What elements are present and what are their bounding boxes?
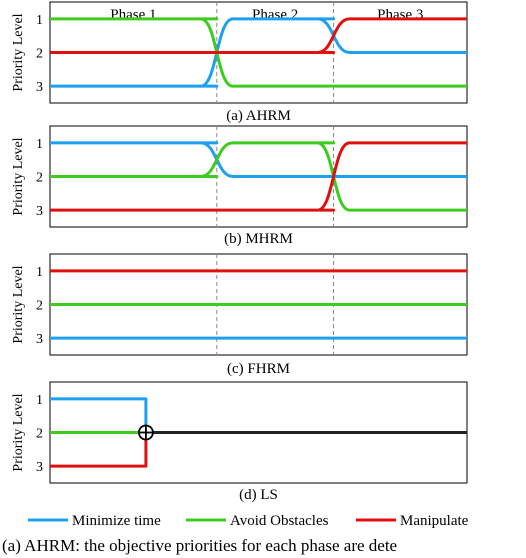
panel-3: 1 2 3 Priority Level (c) FHRM (11, 253, 468, 377)
y-tick-label: 2 (36, 299, 43, 314)
y-tick-label: 2 (36, 171, 43, 186)
y-tick-label: 1 (36, 137, 43, 152)
series-line-avoid-obstacles (50, 141, 467, 212)
y-tick-label: 3 (36, 204, 43, 219)
series-line-manipulate (50, 17, 467, 54)
figure-caption: (a) AHRM: the objective priorities for e… (2, 536, 398, 555)
series-line-avoid-obstacles (50, 17, 467, 88)
series-line-minimize-time (50, 17, 467, 88)
panel-4: 1 2 3 Priority Level (d) LS (11, 381, 468, 503)
panel-subtitle: (c) FHRM (227, 361, 290, 377)
panel-1: Phase 1 Phase 2 Phase 3 1 2 3 Priority Level (a… (11, 1, 468, 124)
y-tick-label: 2 (36, 427, 43, 442)
series-line-minimize-time (50, 397, 148, 433)
y-axis-label: Priority Level (11, 137, 26, 215)
y-tick-label: 3 (36, 80, 43, 95)
phase-label-2: Phase 2 (252, 7, 298, 23)
panel-subtitle: (b) MHRM (224, 231, 293, 247)
figure: Phase 1 Phase 2 Phase 3 1 2 3 Priority Level (a… (11, 1, 469, 529)
y-tick-label: 1 (36, 265, 43, 280)
legend-label-3: Manipulate (400, 513, 469, 529)
y-tick-label: 2 (36, 47, 43, 62)
y-tick-label: 1 (36, 13, 43, 28)
y-axis-label: Priority Level (11, 265, 26, 343)
y-tick-label: 3 (36, 332, 43, 347)
phase-label-1: Phase 1 (110, 7, 156, 23)
series-line-manipulate (50, 141, 467, 212)
y-axis-label: Priority Level (11, 13, 26, 91)
y-tick-label: 1 (36, 393, 43, 408)
panel-2: 1 2 3 Priority Level (b) MHRM (11, 125, 468, 247)
y-tick-label: 3 (36, 460, 43, 475)
legend: Minimize time Avoid Obstacles Manipulate (28, 513, 469, 529)
panel-subtitle: (d) LS (239, 487, 278, 503)
legend-label-1: Minimize time (72, 513, 161, 529)
y-axis-label: Priority Level (11, 393, 26, 471)
series-line-manipulate (50, 432, 148, 468)
series-line-minimize-time (50, 141, 467, 178)
panel-subtitle: (a) AHRM (226, 108, 291, 124)
legend-label-2: Avoid Obstacles (230, 513, 329, 529)
phase-label-3: Phase 3 (377, 7, 423, 23)
